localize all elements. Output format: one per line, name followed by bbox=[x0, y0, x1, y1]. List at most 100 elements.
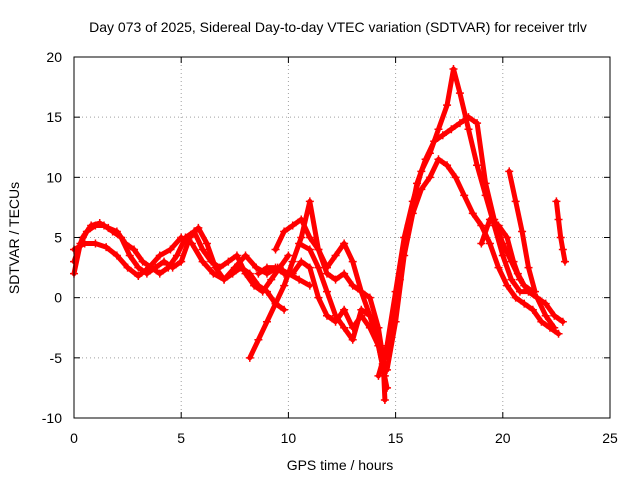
data-point bbox=[340, 323, 349, 332]
data-point bbox=[241, 251, 250, 260]
data-point bbox=[280, 305, 289, 314]
data-point bbox=[554, 215, 563, 224]
data-point bbox=[455, 89, 464, 98]
data-point bbox=[241, 269, 250, 278]
data-point bbox=[513, 269, 522, 278]
data-point bbox=[271, 263, 280, 272]
data-point bbox=[528, 305, 537, 314]
data-point bbox=[541, 311, 550, 320]
data-point bbox=[331, 251, 340, 260]
data-point bbox=[515, 287, 524, 296]
data-point bbox=[507, 275, 516, 284]
y-tick-label: -5 bbox=[50, 350, 63, 366]
data-point bbox=[477, 239, 486, 248]
data-point bbox=[112, 227, 121, 236]
data-point bbox=[503, 233, 512, 242]
data-point bbox=[443, 161, 452, 170]
data-point bbox=[322, 287, 331, 296]
data-point bbox=[258, 287, 267, 296]
data-point bbox=[370, 323, 379, 332]
data-point bbox=[537, 317, 546, 326]
data-point bbox=[408, 209, 417, 218]
data-point bbox=[280, 227, 289, 236]
data-point bbox=[125, 251, 134, 260]
chart-title: Day 073 of 2025, Sidereal Day-to-day VTE… bbox=[89, 19, 587, 35]
data-point bbox=[121, 239, 130, 248]
data-point bbox=[102, 243, 111, 252]
data-point bbox=[331, 275, 340, 284]
data-point bbox=[297, 257, 306, 266]
x-tick-label: 10 bbox=[281, 430, 297, 446]
data-point bbox=[380, 395, 389, 404]
x-tick-label: 20 bbox=[495, 430, 511, 446]
data-point bbox=[494, 221, 503, 230]
data-point bbox=[413, 179, 422, 188]
data-point bbox=[314, 293, 323, 302]
data-point bbox=[383, 365, 392, 374]
series-line bbox=[255, 259, 390, 391]
data-point bbox=[288, 221, 297, 230]
data-point bbox=[130, 245, 139, 254]
data-point bbox=[314, 245, 323, 254]
data-point bbox=[280, 281, 289, 290]
data-point bbox=[104, 223, 113, 232]
data-point bbox=[348, 281, 357, 290]
data-point bbox=[434, 155, 443, 164]
data-point bbox=[438, 131, 447, 140]
series-line bbox=[296, 241, 388, 403]
data-point bbox=[87, 221, 96, 230]
data-point bbox=[541, 299, 550, 308]
x-tick-label: 0 bbox=[70, 430, 78, 446]
data-point bbox=[198, 245, 207, 254]
y-tick-label: -10 bbox=[42, 410, 62, 426]
data-point bbox=[449, 65, 458, 74]
data-point bbox=[520, 281, 529, 290]
series-track-12 bbox=[505, 167, 539, 296]
data-point bbox=[209, 269, 218, 278]
data-point bbox=[134, 263, 143, 272]
data-point bbox=[284, 251, 293, 260]
data-point bbox=[271, 299, 280, 308]
data-point bbox=[271, 245, 280, 254]
data-point bbox=[468, 209, 477, 218]
data-point bbox=[155, 251, 164, 260]
data-point bbox=[556, 233, 565, 242]
data-point bbox=[481, 179, 490, 188]
data-point bbox=[305, 197, 314, 206]
gridlines bbox=[74, 57, 610, 418]
data-point bbox=[145, 263, 154, 272]
data-point bbox=[558, 245, 567, 254]
series-track-3 bbox=[70, 233, 314, 290]
data-point bbox=[280, 269, 289, 278]
data-point bbox=[560, 257, 569, 266]
data-point bbox=[365, 293, 374, 302]
data-point bbox=[451, 173, 460, 182]
data-point bbox=[91, 239, 100, 248]
data-point bbox=[391, 317, 400, 326]
x-axis-label: GPS time / hours bbox=[287, 457, 394, 473]
data-point bbox=[220, 275, 229, 284]
data-point bbox=[485, 239, 494, 248]
data-point bbox=[421, 155, 430, 164]
data-point bbox=[447, 125, 456, 134]
series-group bbox=[70, 65, 569, 404]
data-point bbox=[378, 359, 387, 368]
data-point bbox=[177, 233, 186, 242]
y-tick-label: 0 bbox=[54, 290, 62, 306]
data-point bbox=[207, 257, 216, 266]
data-point bbox=[245, 353, 254, 362]
data-point bbox=[177, 257, 186, 266]
data-point bbox=[460, 191, 469, 200]
series-line bbox=[553, 198, 568, 265]
data-point bbox=[530, 287, 539, 296]
y-tick-label: 10 bbox=[46, 169, 62, 185]
data-point bbox=[160, 257, 169, 266]
series-line bbox=[273, 216, 388, 373]
data-point bbox=[297, 233, 306, 242]
data-point bbox=[417, 185, 426, 194]
data-point bbox=[455, 119, 464, 128]
data-point bbox=[232, 251, 241, 260]
data-point bbox=[295, 275, 304, 284]
y-tick-label: 5 bbox=[54, 230, 62, 246]
